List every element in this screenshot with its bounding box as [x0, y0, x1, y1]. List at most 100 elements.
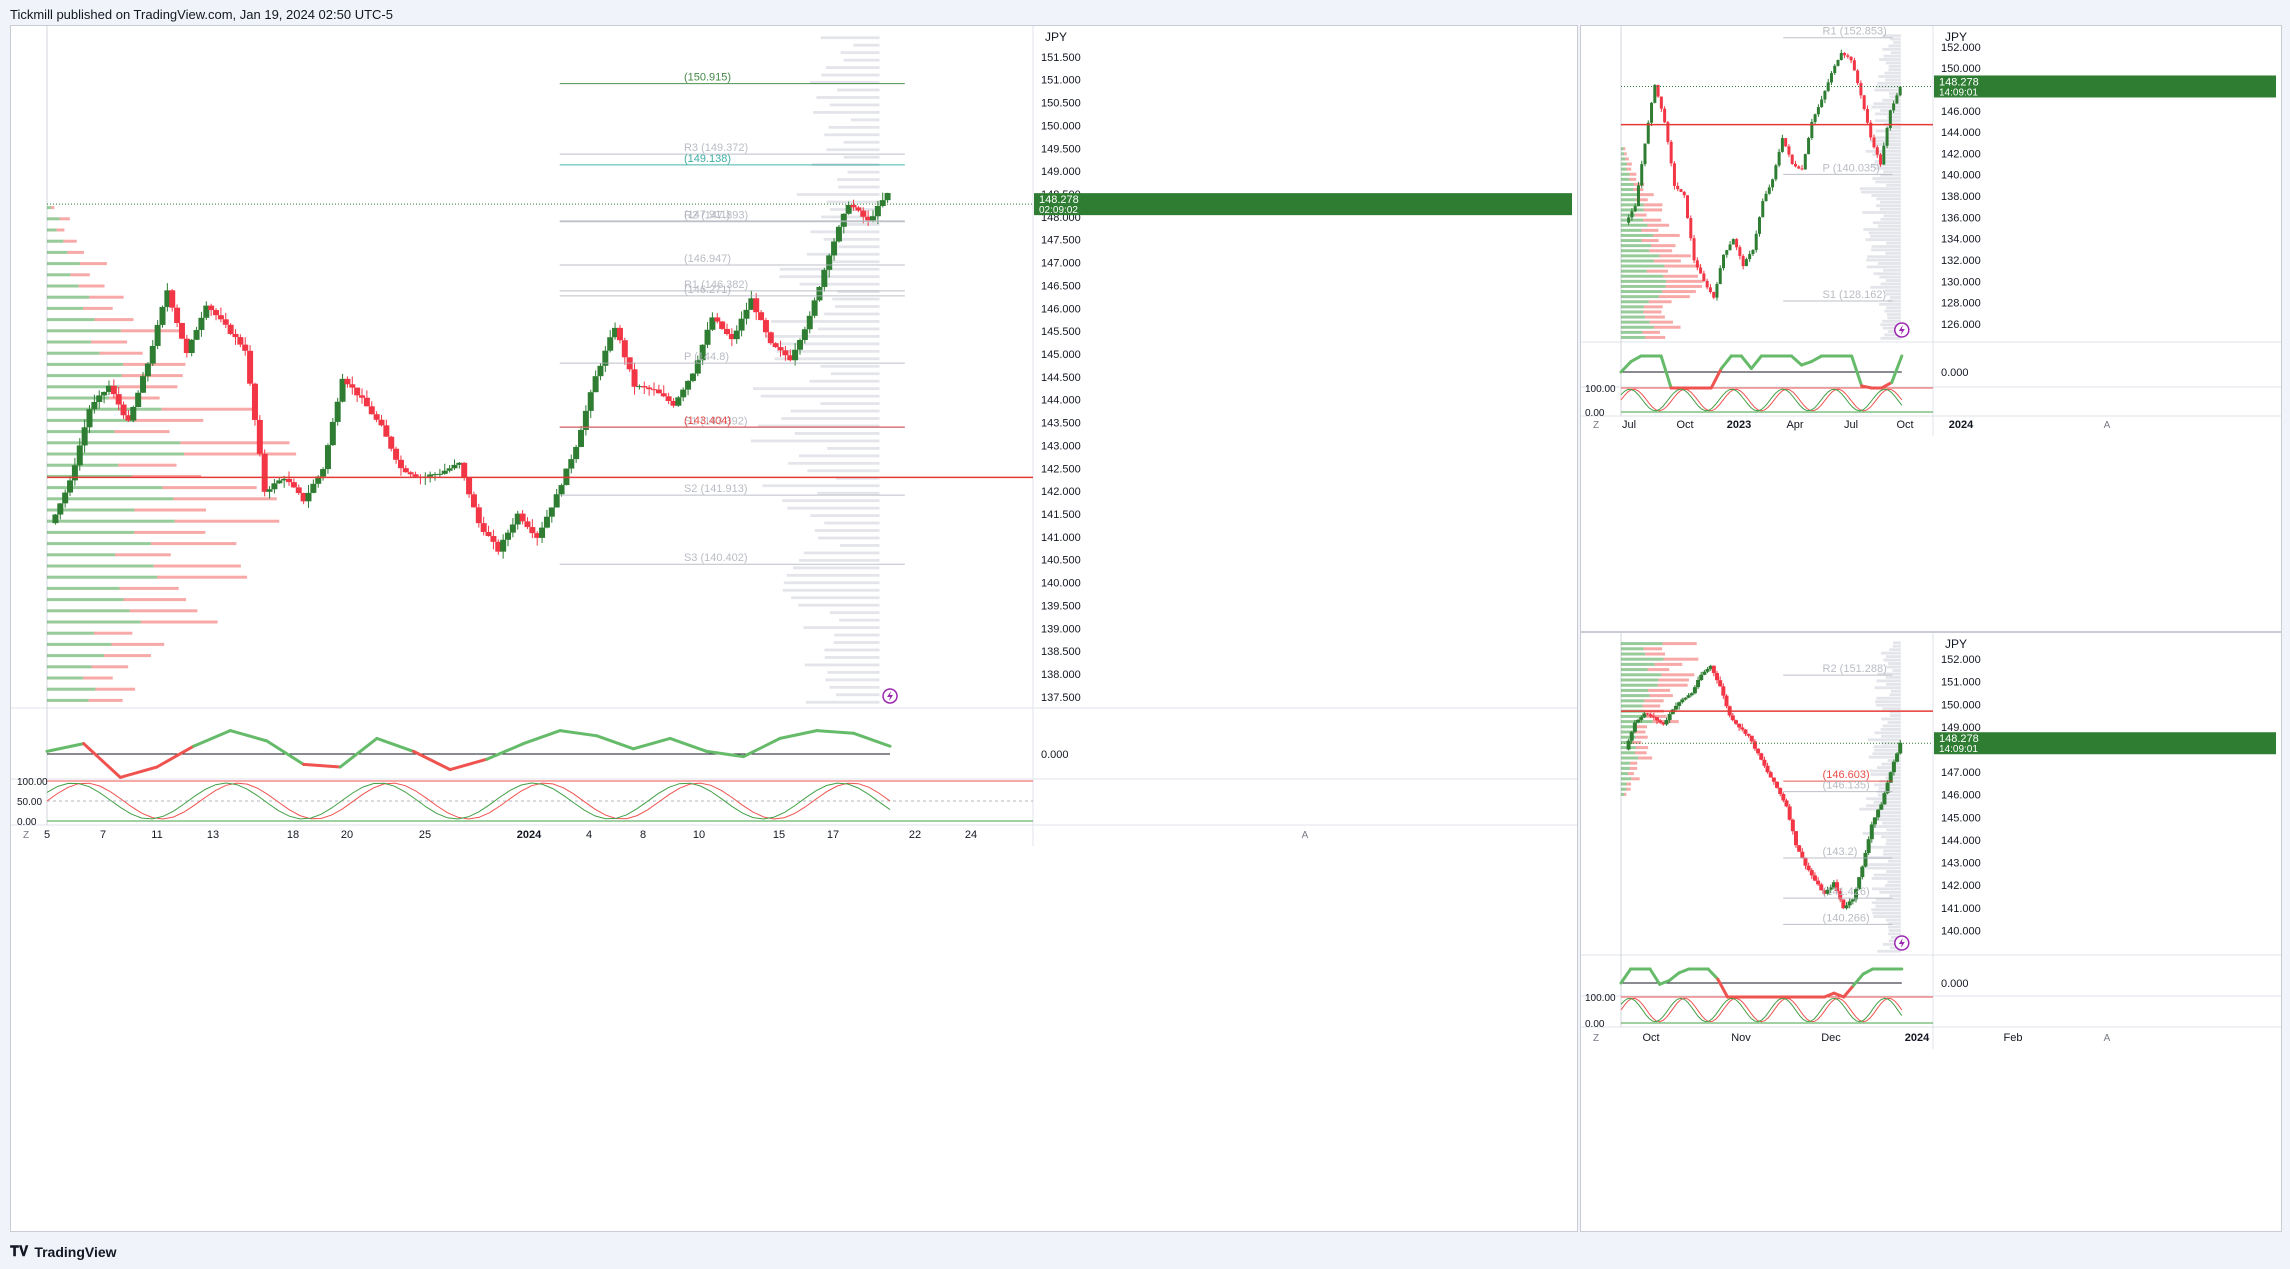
- daily-chart-panel[interactable]: JPY152.000151.000150.000149.000148.00014…: [1580, 632, 2282, 1232]
- candle-body: [548, 507, 555, 517]
- daily-chart-svg[interactable]: JPY152.000151.000150.000149.000148.00014…: [1581, 633, 2281, 1231]
- oscillator-zero-label: 0.000: [1941, 978, 1969, 990]
- candle-body: [1849, 56, 1853, 61]
- volume-profile-bar-up: [47, 273, 71, 277]
- tradingview-footer[interactable]: 𝐓𝐕 TradingView: [10, 1243, 117, 1260]
- time-tick-label: 2023: [1727, 419, 1751, 431]
- candle-body: [432, 474, 439, 476]
- volume-profile-grey-bar: [814, 529, 880, 532]
- candle-body: [1797, 845, 1802, 852]
- volume-profile-grey-bar: [1880, 217, 1901, 221]
- oscillator-line: [1739, 354, 1753, 371]
- candle-body: [792, 349, 799, 361]
- volume-profile-grey-bar: [1890, 37, 1901, 41]
- candle-body: [1735, 239, 1739, 248]
- candle-body: [831, 241, 838, 256]
- candle-body: [1676, 185, 1680, 190]
- volume-profile-grey-bar: [826, 148, 880, 152]
- price-tick-label: 126.000: [1941, 319, 1981, 331]
- volume-profile-grey-bar: [1885, 884, 1901, 887]
- candle-body: [1833, 65, 1837, 74]
- level-label: (143.2): [1823, 846, 1858, 858]
- candle-body: [1800, 168, 1804, 170]
- time-tick-label: Oct: [1642, 1032, 1659, 1044]
- volume-profile-bar-down: [180, 441, 290, 445]
- volume-profile-bar-down: [129, 609, 198, 613]
- candle-body: [1673, 705, 1678, 710]
- price-tick-label: 128.000: [1941, 298, 1981, 310]
- volume-profile-bar-up: [47, 374, 122, 378]
- oscillator-line: [412, 749, 452, 772]
- last-price-value: 148.278: [1939, 76, 1979, 88]
- price-tick-label: 145.500: [1041, 326, 1081, 338]
- volume-profile-bar-up: [1621, 193, 1639, 197]
- volume-profile-bar-down: [1626, 167, 1632, 171]
- volume-profile-bar-down: [1642, 704, 1661, 708]
- candle-body: [543, 516, 550, 528]
- candle-body: [1844, 905, 1849, 909]
- candle-body: [1724, 695, 1729, 707]
- candle-body: [1816, 107, 1820, 115]
- candle-body: [1891, 761, 1896, 773]
- oscillator-line: [1716, 977, 1730, 999]
- candle-body: [782, 350, 789, 356]
- volume-profile-grey-bar: [752, 387, 880, 391]
- volume-profile-bar-up: [1621, 725, 1636, 729]
- candle-body: [704, 329, 711, 345]
- volume-profile-bar-up: [1621, 157, 1626, 161]
- candle-body: [256, 419, 263, 454]
- volume-profile-bar-down: [115, 553, 171, 557]
- volume-profile-grey-bar: [836, 476, 880, 480]
- volume-profile-bar-down: [1626, 782, 1632, 786]
- volume-profile-bar-up: [1621, 162, 1627, 166]
- volume-profile-bar-down: [1662, 290, 1696, 294]
- volume-profile-grey-bar: [786, 573, 880, 577]
- candle-body: [1869, 122, 1873, 138]
- volume-profile-bar-down: [1644, 699, 1664, 703]
- candle-body: [1636, 185, 1640, 207]
- main-chart-panel[interactable]: JPY 151.500 151.000 150.500 150.000 149.500 14…: [10, 25, 1578, 1232]
- candle-body: [835, 226, 842, 242]
- volume-profile-grey-bar: [853, 43, 880, 47]
- candle-body: [1885, 782, 1890, 794]
- volume-profile-grey-bar: [829, 685, 880, 689]
- candle-body: [811, 300, 818, 316]
- volume-profile-grey-bar: [847, 170, 880, 174]
- volume-profile-bar-down: [1647, 223, 1670, 227]
- candle-body: [324, 445, 331, 470]
- volume-profile-bar-up: [47, 620, 141, 624]
- candle-body: [568, 459, 575, 469]
- price-tick-label: 146.500: [1041, 280, 1081, 292]
- time-tick-label: Oct: [1676, 419, 1693, 431]
- level-label: S1 (128.162): [1823, 289, 1887, 301]
- candle-body: [1626, 740, 1631, 750]
- volume-profile-grey-bar: [1880, 173, 1901, 177]
- volume-profile-bar-up: [47, 430, 115, 434]
- candle-body: [227, 324, 234, 334]
- price-tick-label: 142.000: [1941, 148, 1981, 160]
- candle-body: [1699, 267, 1703, 274]
- volume-profile-grey-bar: [837, 178, 880, 181]
- candle-body: [1879, 804, 1884, 810]
- volume-profile-bar-down: [1643, 305, 1663, 309]
- main-chart-svg[interactable]: JPY151.500151.000150.500150.000149.50014…: [11, 26, 1577, 1231]
- volume-profile-grey-bar: [787, 506, 880, 510]
- weekly-chart-panel[interactable]: JPY152.000150.000148.000146.000144.00014…: [1580, 25, 2282, 632]
- volume-profile-grey-bar: [1877, 672, 1901, 676]
- volume-profile-bar-up: [47, 407, 162, 411]
- candle-body: [1820, 99, 1824, 108]
- candle-body: [1841, 899, 1846, 909]
- volume-profile-bar-up: [47, 474, 132, 478]
- volume-profile-bar-up: [47, 340, 92, 344]
- volume-profile-grey-bar: [1885, 842, 1901, 846]
- weekly-chart-svg[interactable]: JPY152.000150.000148.000146.000144.00014…: [1581, 26, 2281, 631]
- volume-profile-bar-down: [1629, 761, 1638, 765]
- volume-profile-grey-bar: [1887, 880, 1901, 884]
- candle-body: [806, 315, 813, 330]
- volume-profile-bar-up: [1621, 673, 1662, 677]
- volume-profile-grey-bar: [1886, 828, 1901, 832]
- volume-profile-grey-bar: [1876, 81, 1901, 85]
- candle-body: [451, 464, 458, 469]
- candle-body: [427, 474, 434, 477]
- candle-body: [1898, 742, 1903, 754]
